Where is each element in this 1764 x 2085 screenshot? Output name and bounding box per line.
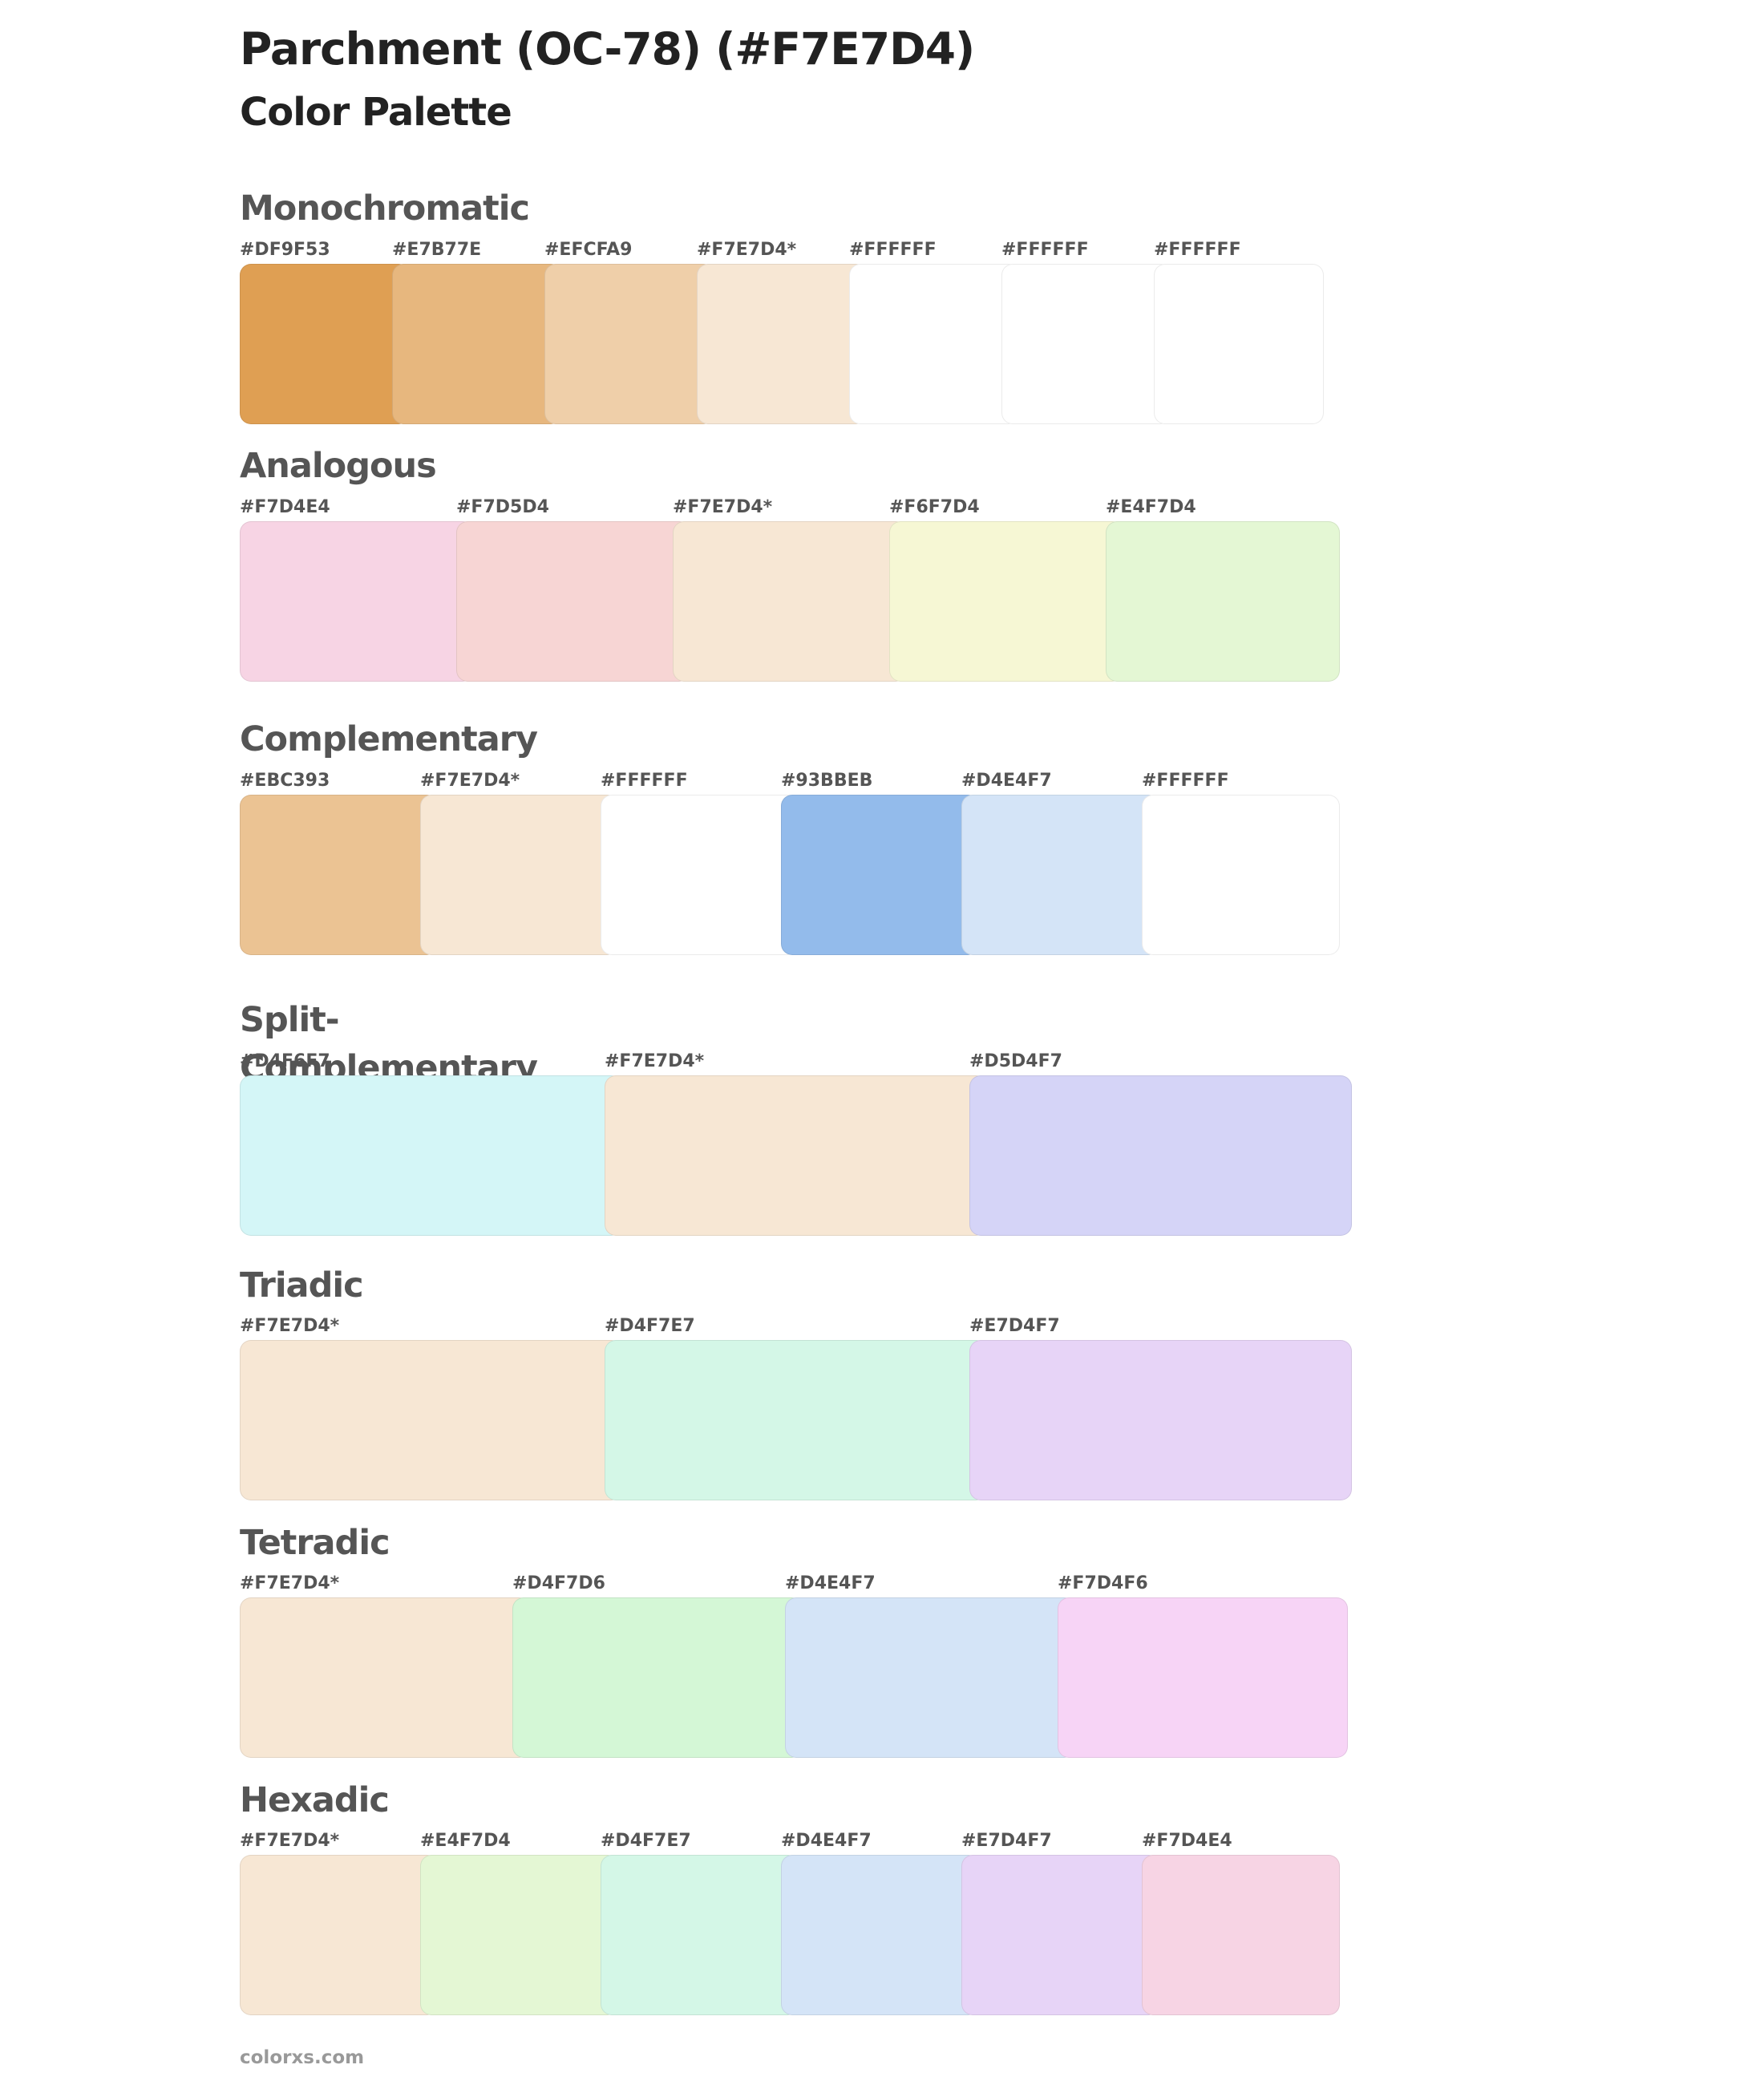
- swatch-color-block[interactable]: [849, 264, 1019, 424]
- swatch-hex-label: #EFCFA9: [544, 240, 633, 260]
- swatch-hex-label: #F7E7D4*: [420, 771, 520, 791]
- swatch-hex-label: #F7D4E4: [1142, 1831, 1232, 1851]
- swatch-color-block[interactable]: [1142, 795, 1340, 955]
- swatch-color-block[interactable]: [785, 1597, 1075, 1758]
- swatch-hex-label: #D4E4F7: [785, 1573, 876, 1593]
- swatch-hex-label: #FFFFFF: [1142, 771, 1229, 791]
- palette-section-title: Complementary: [240, 719, 538, 759]
- swatch-color-block[interactable]: [1154, 264, 1324, 424]
- swatch-color-block[interactable]: [392, 264, 562, 424]
- swatch-color-block[interactable]: [240, 264, 410, 424]
- swatch-hex-label: #EBC393: [240, 771, 330, 791]
- swatch-color-block[interactable]: [601, 795, 799, 955]
- swatch-color-block[interactable]: [240, 1597, 530, 1758]
- palette-section-title: Hexadic: [240, 1780, 390, 1820]
- swatch-hex-label: #D4F7E7: [605, 1316, 695, 1336]
- palette-section-title: Tetradic: [240, 1523, 390, 1563]
- swatch-color-block[interactable]: [889, 521, 1123, 682]
- swatch-hex-label: #F7E7D4*: [240, 1573, 340, 1593]
- swatch-hex-label: #F7E7D4*: [240, 1316, 340, 1336]
- swatch-color-block[interactable]: [605, 1075, 987, 1236]
- palette-section-title: Analogous: [240, 446, 437, 486]
- swatch-hex-label: #D5D4F7: [969, 1051, 1062, 1071]
- swatch-color-block[interactable]: [512, 1597, 803, 1758]
- swatch-hex-label: #D4E4F7: [781, 1831, 872, 1851]
- swatch-hex-label: #F7E7D4*: [605, 1051, 705, 1071]
- swatch-color-block[interactable]: [420, 795, 618, 955]
- footer-site-link[interactable]: colorxs.com: [240, 2047, 365, 2068]
- swatch-color-block[interactable]: [544, 264, 714, 424]
- swatch-color-block[interactable]: [1142, 1855, 1340, 2015]
- swatch-color-block[interactable]: [697, 264, 867, 424]
- swatch-color-block[interactable]: [240, 1340, 622, 1500]
- swatch-color-block[interactable]: [1106, 521, 1340, 682]
- swatch-color-block[interactable]: [781, 795, 979, 955]
- swatch-color-block[interactable]: [240, 1855, 438, 2015]
- swatch-color-block[interactable]: [605, 1340, 987, 1500]
- swatch-hex-label: #F7D5D4: [456, 497, 549, 517]
- swatch-color-block[interactable]: [969, 1340, 1352, 1500]
- swatch-color-block[interactable]: [240, 1075, 622, 1236]
- swatch-color-block[interactable]: [961, 795, 1159, 955]
- swatch-color-block[interactable]: [456, 521, 690, 682]
- swatch-hex-label: #93BBEB: [781, 771, 873, 791]
- swatch-hex-label: #D4E4F7: [961, 771, 1052, 791]
- swatch-hex-label: #E7D4F7: [961, 1831, 1052, 1851]
- swatch-hex-label: #FFFFFF: [1154, 240, 1241, 260]
- swatch-hex-label: #D4F6F7: [240, 1051, 330, 1071]
- swatch-hex-label: #FFFFFF: [601, 771, 688, 791]
- swatch-hex-label: #E4F7D4: [1106, 497, 1196, 517]
- palette-section-title: Monochromatic: [240, 188, 530, 229]
- swatch-color-block[interactable]: [240, 795, 438, 955]
- swatch-hex-label: #F6F7D4: [889, 497, 980, 517]
- swatch-hex-label: #E7B77E: [392, 240, 482, 260]
- swatch-color-block[interactable]: [240, 521, 474, 682]
- swatch-hex-label: #F7E7D4*: [240, 1831, 340, 1851]
- swatch-hex-label: #F7D4F6: [1058, 1573, 1148, 1593]
- page-subtitle: Color Palette: [240, 90, 512, 135]
- swatch-hex-label: #DF9F53: [240, 240, 330, 260]
- swatch-hex-label: #F7E7D4*: [697, 240, 797, 260]
- swatch-color-block[interactable]: [420, 1855, 618, 2015]
- swatch-hex-label: #FFFFFF: [1001, 240, 1089, 260]
- swatch-color-block[interactable]: [673, 521, 907, 682]
- swatch-color-block[interactable]: [1001, 264, 1171, 424]
- swatch-color-block[interactable]: [961, 1855, 1159, 2015]
- swatch-color-block[interactable]: [1058, 1597, 1348, 1758]
- swatch-hex-label: #F7E7D4*: [673, 497, 773, 517]
- swatch-color-block[interactable]: [969, 1075, 1352, 1236]
- swatch-hex-label: #F7D4E4: [240, 497, 330, 517]
- swatch-hex-label: #D4F7E7: [601, 1831, 691, 1851]
- swatch-color-block[interactable]: [601, 1855, 799, 2015]
- swatch-hex-label: #D4F7D6: [512, 1573, 605, 1593]
- swatch-color-block[interactable]: [781, 1855, 979, 2015]
- swatch-hex-label: #E7D4F7: [969, 1316, 1060, 1336]
- page-title: Parchment (OC-78) (#F7E7D4): [240, 23, 975, 75]
- palette-section-title: Triadic: [240, 1265, 364, 1306]
- swatch-hex-label: #FFFFFF: [849, 240, 937, 260]
- swatch-hex-label: #E4F7D4: [420, 1831, 511, 1851]
